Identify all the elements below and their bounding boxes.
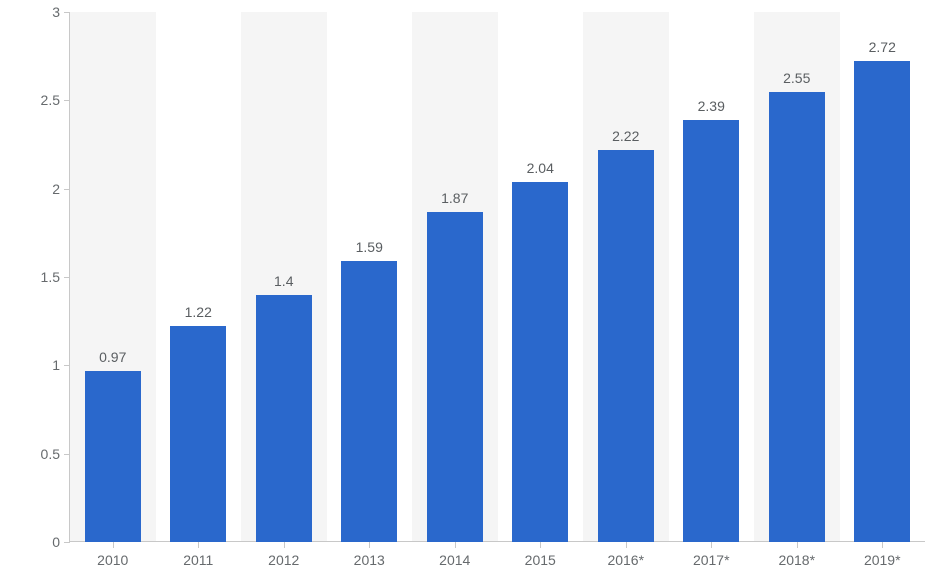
x-tick-mark [113,542,114,548]
x-tick-mark [198,542,199,548]
bar-value-label: 1.22 [185,304,212,326]
bar-value-label: 2.04 [527,160,554,182]
bar-chart: 0 0.5 1 1.5 2 2.5 3 0.97 2010 1.22 2011 1.4 2012 1.59… [0,0,938,582]
y-tick-label: 0.5 [41,446,70,462]
y-tick-label: 2.5 [41,92,70,108]
x-tick-label: 2013 [354,552,385,568]
bar [512,182,568,542]
x-tick-label: 2010 [97,552,128,568]
bar [427,212,483,542]
x-tick-mark [540,542,541,548]
bar-value-label: 2.55 [783,70,810,92]
x-tick-mark [626,542,627,548]
y-tick-label: 3 [52,4,70,20]
bar-value-label: 2.72 [869,39,896,61]
x-tick-label: 2014 [439,552,470,568]
bar [341,261,397,542]
y-tick-label: 1.5 [41,269,70,285]
x-tick-label: 2015 [525,552,556,568]
bar [683,120,739,542]
x-tick-mark [797,542,798,548]
bar [598,150,654,542]
bar [769,92,825,543]
bar [170,326,226,542]
bar-value-label: 2.39 [698,98,725,120]
bar-value-label: 1.4 [274,273,293,295]
x-tick-label: 2011 [183,552,213,568]
x-tick-mark [882,542,883,548]
y-tick-label: 1 [52,357,70,373]
plot-area: 00.511.522.530.9720101.2220111.420121.59… [70,12,925,542]
y-tick-label: 2 [52,181,70,197]
x-tick-mark [369,542,370,548]
bar [85,371,141,542]
bar-value-label: 0.97 [99,349,126,371]
x-tick-label: 2019* [864,552,901,568]
x-tick-mark [711,542,712,548]
x-tick-label: 2012 [268,552,299,568]
y-tick-label: 0 [52,534,70,550]
bar-value-label: 1.87 [441,190,468,212]
x-tick-label: 2016* [607,552,644,568]
x-tick-label: 2018* [778,552,815,568]
x-tick-label: 2017* [693,552,730,568]
x-tick-mark [284,542,285,548]
bar [256,295,312,542]
bar-value-label: 2.22 [612,128,639,150]
x-tick-mark [455,542,456,548]
bar-value-label: 1.59 [356,239,383,261]
bar [854,61,910,542]
